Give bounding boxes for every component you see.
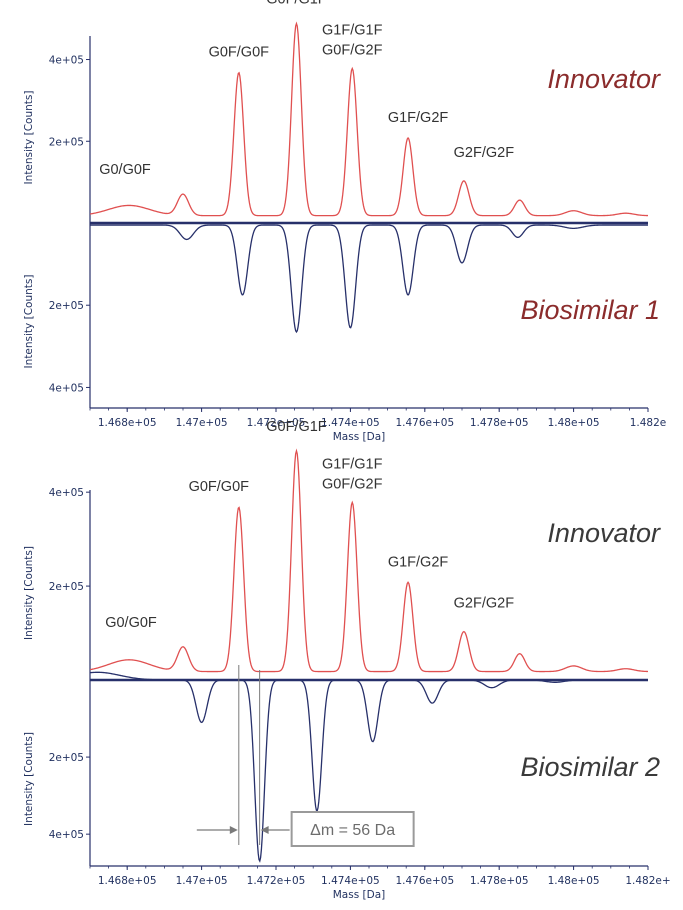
- mass-shift-arrowhead-right: [260, 826, 269, 834]
- peak-label: G0/G0F: [99, 162, 151, 178]
- x-tick-label: 1.476e+05: [395, 875, 454, 887]
- x-axis-label: Mass [Da]: [333, 431, 386, 443]
- y-tick-label-top: 2e+05: [49, 136, 84, 148]
- peak-label: G0F/G2F: [322, 43, 383, 59]
- y-tick-label-bottom: 4e+05: [49, 382, 84, 394]
- biosimilar-label: Biosimilar 2: [520, 752, 660, 782]
- panel-biosimilar-2: 1.468e+05 1.47e+05 1.472e+05 1.474e+05 1.476…: [23, 419, 671, 901]
- peak-label: G2F/G2F: [454, 145, 515, 161]
- x-tick-label: 1.476e+05: [395, 417, 454, 429]
- y-axis-label-bottom: Intensity [Counts]: [23, 275, 35, 369]
- x-tick-label: 1.468e+05: [98, 417, 157, 429]
- y-tick-label-top: 2e+05: [49, 581, 84, 593]
- mass-shift-box: [290, 811, 415, 847]
- y-tick-label-bottom: 2e+05: [49, 300, 84, 312]
- panel-biosimilar-1: 1.468e+05 1.47e+05 1.472e+05 1.474e+05 1.476…: [23, 0, 666, 443]
- x-tick-label: 1.482e: [630, 417, 667, 429]
- x-tick-label: 1.472e+05: [247, 875, 306, 887]
- y-tick-label-top: 4e+05: [49, 487, 84, 499]
- peak-label: G0F/G1F: [266, 419, 327, 435]
- biosimilar-label: Biosimilar 1: [520, 295, 660, 325]
- peak-label: G1F/G1F: [322, 457, 383, 473]
- peak-label: G1F/G2F: [388, 110, 449, 126]
- x-tick-label: 1.474e+05: [321, 417, 380, 429]
- y-axis-label-bottom: Intensity [Counts]: [23, 732, 35, 826]
- peak-label: G1F/G2F: [388, 554, 449, 570]
- peak-label: G0F/G2F: [322, 477, 383, 493]
- peak-label: G0F/G0F: [209, 45, 270, 61]
- x-axis-label: Mass [Da]: [333, 889, 386, 901]
- innovator-label: Innovator: [547, 518, 661, 548]
- peak-label: G0/G0F: [105, 615, 157, 631]
- x-tick-label: 1.474e+05: [321, 875, 380, 887]
- y-tick-label-top: 4e+05: [49, 55, 84, 67]
- mass-shift-arrowhead-left: [229, 826, 238, 834]
- series-line-biosimilar-1: [90, 224, 648, 334]
- x-tick-label: 1.47e+05: [176, 875, 228, 887]
- peak-label: G0F/G1F: [266, 0, 327, 8]
- x-tick-label: 1.482e+: [625, 875, 670, 887]
- x-tick-label: 1.468e+05: [98, 875, 157, 887]
- x-tick-label: 1.48e+05: [548, 417, 600, 429]
- peak-label: G0F/G0F: [189, 479, 250, 495]
- peak-label: G1F/G1F: [322, 23, 383, 39]
- y-tick-label-bottom: 4e+05: [49, 829, 84, 841]
- x-tick-label: 1.478e+05: [470, 875, 529, 887]
- innovator-label: Innovator: [547, 64, 661, 94]
- peak-label: G2F/G2F: [454, 596, 515, 612]
- series-line-innovator: [89, 448, 649, 673]
- y-axis-label-top: Intensity [Counts]: [23, 91, 35, 185]
- y-tick-label-bottom: 2e+05: [49, 752, 84, 764]
- y-axis-label-top: Intensity [Counts]: [23, 546, 35, 640]
- x-tick-label: 1.48e+05: [548, 875, 600, 887]
- x-tick-label: 1.47e+05: [176, 417, 228, 429]
- series-line-innovator: [89, 21, 649, 217]
- x-tick-label: 1.478e+05: [470, 417, 529, 429]
- mass-shift-label: Δm = 56 Da: [310, 822, 395, 839]
- x-tick-label: 1.472e+05: [247, 417, 306, 429]
